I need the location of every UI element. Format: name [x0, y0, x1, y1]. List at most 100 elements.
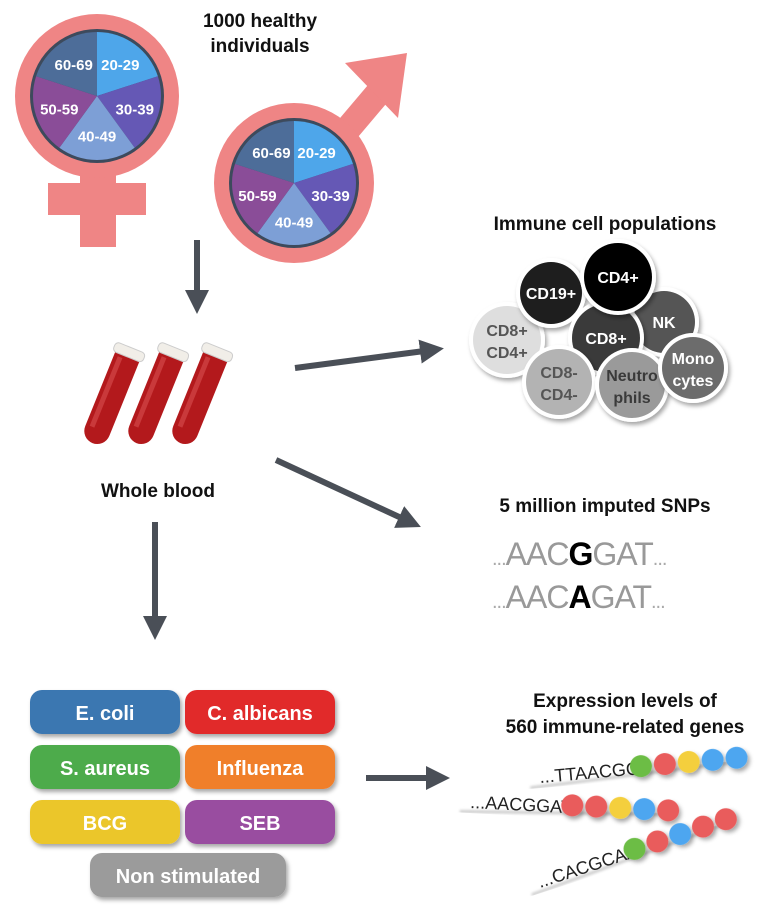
- arrow-to-cells: [294, 339, 444, 371]
- pie-slice-female-60-69: [36, 32, 97, 96]
- strand-sequence: ...TTAACGG: [539, 758, 641, 787]
- pie-label-female-40-49: 40-49: [78, 129, 116, 146]
- stimulus-influenza: Influenza: [185, 745, 335, 789]
- stimulus-label: C. albicans: [207, 703, 313, 725]
- stimulus-c-albicans: C. albicans: [185, 690, 335, 734]
- bead-blue: [669, 823, 692, 846]
- blood-tube: [128, 342, 190, 445]
- pie-label-male-50-59: 50-59: [238, 188, 276, 205]
- snp-sequence: ...AACAGAT...: [492, 579, 666, 615]
- stimulus-label: BCG: [83, 813, 127, 835]
- cell-label: Mono: [672, 351, 715, 368]
- snp-sequence: ...AACGGAT...: [492, 536, 667, 572]
- bead-yellow: [609, 796, 632, 819]
- pie-label-female-50-59: 50-59: [40, 101, 78, 118]
- pie-slice-male-50-59: [232, 163, 294, 234]
- snp-before: AAC: [506, 536, 569, 572]
- pie-slice-male-60-69: [235, 121, 294, 183]
- gene-strand: ...CACGCAA: [531, 808, 737, 897]
- bead-red: [657, 799, 680, 822]
- cell-label: CD8+: [486, 323, 527, 340]
- immune-cell-cluster: CD8+ CD4+ CD19+ NK CD8+ CD4+ CD8- CD4- Neutro phi…: [469, 239, 728, 422]
- bead-blue: [701, 748, 724, 771]
- stimulus-label: E. coli: [76, 703, 135, 725]
- pie-label-male-20-29: 20-29: [297, 145, 335, 162]
- cell-label: phils: [613, 390, 650, 407]
- pie-label-female-20-29: 20-29: [101, 57, 139, 74]
- whole-blood-label: Whole blood: [101, 481, 215, 502]
- pie-slice-male-20-29: [294, 121, 353, 183]
- snp-sequences: ...AACGGAT......AACAGAT...: [492, 536, 667, 615]
- bead-red: [585, 795, 608, 818]
- stimulus-e-coli: E. coli: [30, 690, 180, 734]
- snp-suffix: ...: [651, 591, 665, 613]
- cell-monocytes: Mono cytes: [658, 333, 728, 403]
- immune-cells-title: Immune cell populations: [494, 214, 717, 235]
- pie-slice-male-40-49: [257, 183, 331, 246]
- pie-slice-male-30-39: [294, 163, 356, 234]
- snp-prefix: ...: [492, 548, 506, 570]
- blood-tube: [84, 342, 146, 445]
- cell-label: NK: [652, 315, 676, 332]
- strand-sequence: ...AACGGAT: [470, 792, 573, 817]
- cell-cd19pos: CD19+: [516, 258, 586, 328]
- cell-label: CD8-: [540, 365, 577, 382]
- age-pie-male: 20-29 30-39 40-49 50-59 60-69: [229, 118, 359, 248]
- cell-label: Neutro: [606, 368, 658, 385]
- bead-green: [629, 755, 652, 778]
- pie-slice-female-40-49: [59, 96, 135, 160]
- cell-label: CD8+: [585, 331, 626, 348]
- svg-text:...AACGGAT...: ...AACGGAT...: [492, 536, 666, 572]
- stimulus-seb: SEB: [185, 800, 335, 844]
- cell-label: CD19+: [526, 286, 576, 303]
- cell-cd8negcd4neg: CD8- CD4-: [522, 345, 596, 419]
- stimulus-s-aureus: S. aureus: [30, 745, 180, 789]
- bead-yellow: [677, 750, 700, 773]
- bead-green: [623, 837, 646, 860]
- bead-red: [653, 753, 676, 776]
- gene-expression-strands: ...TTAACGG ...AACGGAT...CACGCAA: [459, 746, 748, 897]
- pie-label-female-60-69: 60-69: [54, 57, 92, 74]
- stimulus-label: Non stimulated: [116, 866, 260, 888]
- snp-suffix: ...: [653, 548, 667, 570]
- blood-tubes: [84, 342, 234, 445]
- bead-blue: [725, 746, 748, 769]
- snp-variant: A: [568, 579, 591, 615]
- pie-slice-female-30-39: [97, 76, 162, 148]
- bead-blue: [633, 798, 656, 821]
- cell-label: cytes: [673, 373, 714, 390]
- stimulation-conditions: E. coli C. albicans S. aureus Influenza BCG S…: [30, 690, 335, 897]
- gene-strand: ...TTAACGG: [530, 746, 748, 790]
- pie-label-male-30-39: 30-39: [311, 188, 349, 205]
- pie-label-male-40-49: 40-49: [275, 214, 313, 231]
- male-symbol: 20-29 30-39 40-49 50-59 60-69: [214, 53, 407, 263]
- bead-red: [714, 808, 737, 831]
- blood-tube: [172, 342, 234, 445]
- stimulus-label: Influenza: [217, 758, 305, 780]
- expression-title-line1: Expression levels of: [533, 691, 717, 712]
- cell-label: CD4+: [486, 345, 527, 362]
- bead-red: [561, 794, 584, 817]
- pie-label-male-60-69: 60-69: [252, 145, 290, 162]
- cell-neutrophils: Neutro phils: [595, 348, 669, 422]
- stimulus-label: S. aureus: [60, 758, 150, 780]
- expression-title-line2: 560 immune-related genes: [506, 717, 745, 738]
- snp-prefix: ...: [492, 591, 506, 613]
- bead-red: [692, 815, 715, 838]
- gene-strand: ...AACGGAT: [459, 792, 680, 822]
- bead-red: [646, 830, 669, 853]
- pie-label-female-30-39: 30-39: [116, 101, 154, 118]
- arrow-to-snps: [274, 457, 421, 528]
- individuals-title-line1: 1000 healthy: [203, 11, 317, 32]
- snp-before: AAC: [506, 579, 569, 615]
- cell-label: CD4+: [597, 270, 638, 287]
- individuals-title-line2: individuals: [210, 36, 309, 57]
- snp-variant: G: [568, 536, 592, 572]
- pie-slice-female-50-59: [32, 76, 97, 148]
- stimulus-label: SEB: [239, 813, 280, 835]
- stimulus-non-stimulated: Non stimulated: [90, 853, 286, 897]
- snp-after: GAT: [591, 579, 652, 615]
